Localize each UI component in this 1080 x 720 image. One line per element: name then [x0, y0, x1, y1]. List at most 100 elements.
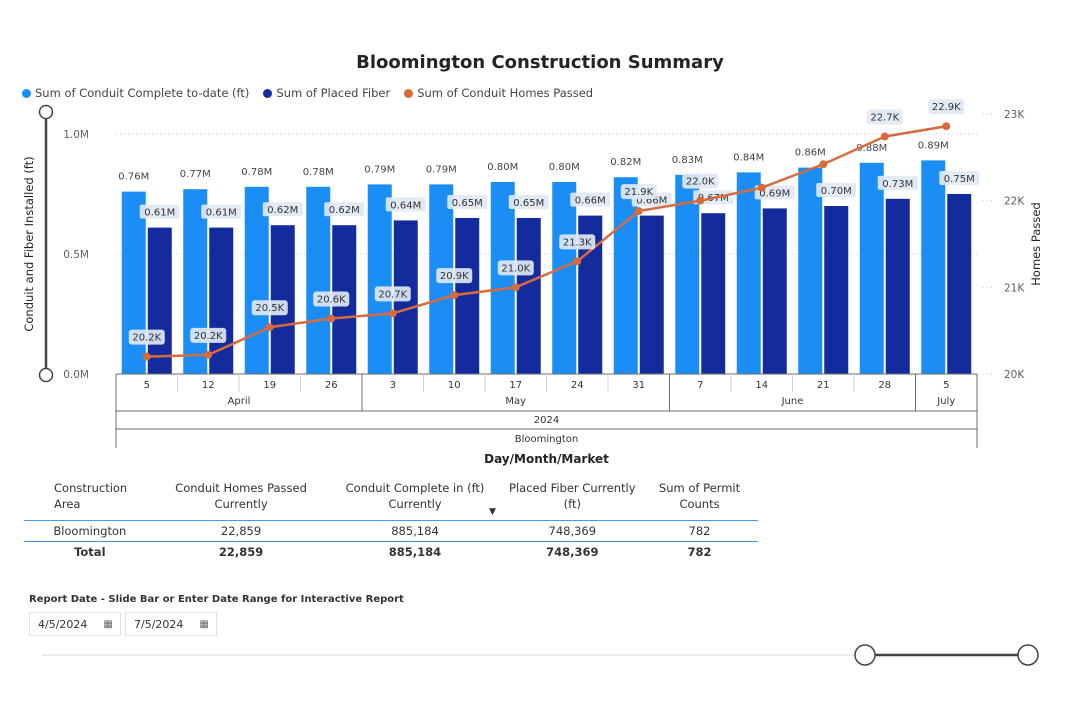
table-row[interactable]: Bloomington 22,859 885,184 748,369 782: [24, 520, 758, 542]
legend-label: Sum of Conduit Complete to-date (ft): [35, 86, 250, 100]
data-label-bg: [508, 195, 549, 209]
chart-title: Bloomington Construction Summary: [356, 52, 724, 73]
bar-fiber: [147, 227, 172, 374]
x-tick-label: 28: [878, 380, 891, 391]
column-header-placed-fiber[interactable]: ▼ Placed Fiber Currently (ft): [489, 474, 642, 521]
column-header-permit-counts[interactable]: Sum of Permit Counts: [658, 481, 741, 511]
bar-conduit: [306, 186, 331, 374]
bar-fiber: [947, 194, 972, 374]
table-cell: 22,859: [218, 545, 264, 559]
data-label-bg: [251, 300, 288, 316]
line-point-homes-passed: [573, 257, 582, 266]
line-point-homes-passed: [142, 352, 151, 361]
month-label: May: [505, 396, 526, 407]
legend-marker-icon: [22, 88, 31, 98]
data-label-bg: [190, 327, 227, 343]
data-label-fiber: 0.70M: [821, 186, 852, 197]
table-cell: Total: [74, 545, 106, 559]
legend-item-conduit[interactable]: Sum of Conduit Complete to-date (ft): [22, 86, 249, 100]
slider-start-handle[interactable]: [854, 644, 876, 666]
start-date-input[interactable]: 4/5/2024 ▦: [29, 612, 121, 636]
column-header-construction-area[interactable]: Construction Area: [54, 481, 128, 511]
data-label-homes-passed: 21.9K: [624, 187, 653, 198]
y2-axis-title: Homes Passed: [1029, 202, 1043, 285]
table-cell: 885,184: [388, 545, 442, 559]
data-label-fiber: 0.62M: [267, 205, 298, 216]
line-point-homes-passed: [880, 132, 889, 141]
bar-fiber: [701, 213, 726, 374]
month-label: July: [936, 396, 955, 407]
data-label-bg: [816, 183, 857, 197]
x-tick-label: 19: [263, 380, 276, 391]
data-label-fiber: 0.64M: [390, 200, 421, 211]
column-header-homes-passed[interactable]: Conduit Homes Passed Currently: [175, 481, 307, 511]
x-tick-label: 5: [144, 380, 150, 391]
x-tick-label: 26: [325, 380, 338, 391]
combo-chart: 0.0M 0.5M 1.0M 20K 21K 22K 23K Conduit and Fibe…: [22, 99, 1043, 466]
summary-table: Construction Area Conduit Homes Passed C…: [24, 474, 758, 562]
bar-fiber: [762, 208, 787, 374]
date-range-slider[interactable]: [0, 640, 1080, 670]
data-label-conduit: 0.79M: [364, 164, 395, 175]
start-date-value: 4/5/2024: [38, 617, 88, 631]
table-cell: 22,859: [155, 520, 327, 542]
month-label: April: [228, 396, 251, 407]
calendar-icon[interactable]: ▦: [199, 618, 209, 630]
line-point-homes-passed: [511, 283, 520, 292]
bar-conduit: [921, 160, 946, 374]
bar-conduit: [121, 191, 146, 374]
y2-tick-label: 22K: [1004, 196, 1025, 208]
data-label-fiber: 0.69M: [759, 188, 790, 199]
data-label-conduit: 0.84M: [733, 152, 764, 163]
slider-end-handle[interactable]: [1017, 644, 1039, 666]
table-cell: 748,369: [546, 545, 599, 559]
data-label-bg: [374, 286, 411, 302]
bar-fiber: [455, 218, 480, 374]
data-label-homes-passed: 20.7K: [378, 289, 407, 300]
x-tick-label: 12: [202, 380, 215, 391]
data-label-bg: [436, 268, 473, 284]
data-label-bg: [928, 99, 965, 115]
data-label-bg: [939, 171, 980, 185]
data-label-fiber: 0.66M: [636, 196, 667, 207]
data-label-fiber: 0.75M: [944, 174, 975, 185]
data-label-bg: [682, 173, 719, 189]
table-cell: Bloomington: [24, 520, 156, 542]
data-label-bg: [324, 202, 365, 217]
data-label-conduit: 0.89M: [918, 140, 949, 151]
line-homes-passed: [146, 124, 947, 358]
line-point-homes-passed: [265, 323, 274, 332]
legend-item-fiber[interactable]: Sum of Placed Fiber: [263, 86, 390, 100]
data-label-fiber: 0.65M: [513, 198, 544, 209]
data-label-conduit: 0.82M: [610, 157, 641, 168]
data-label-conduit: 0.83M: [672, 155, 703, 166]
table-cell: 782: [687, 545, 712, 559]
data-label-bg: [877, 175, 918, 190]
data-label-bg: [262, 202, 303, 217]
data-label-bg: [497, 260, 534, 276]
chart-legend[interactable]: Sum of Conduit Complete to-date (ft) Sum…: [22, 86, 593, 100]
data-label-conduit: 0.78M: [303, 167, 334, 178]
data-label-bg: [139, 204, 180, 219]
bar-conduit: [490, 182, 515, 374]
column-header-conduit-complete[interactable]: Conduit Complete in (ft) Currently: [345, 481, 485, 511]
line-point-homes-passed: [696, 196, 705, 205]
bar-conduit: [183, 189, 208, 374]
bar-fiber: [885, 198, 910, 374]
calendar-icon[interactable]: ▦: [103, 618, 113, 630]
bar-conduit: [552, 182, 577, 374]
date-filter-title: Report Date - Slide Bar or Enter Date Ra…: [29, 594, 404, 605]
data-label-bg: [559, 234, 596, 250]
line-point-homes-passed: [819, 160, 828, 169]
data-label-bg: [570, 192, 611, 207]
legend-item-homes-passed[interactable]: Sum of Conduit Homes Passed: [404, 86, 593, 100]
legend-label: Sum of Placed Fiber: [276, 86, 391, 100]
x-tick-label: 24: [571, 380, 584, 391]
bar-conduit: [367, 184, 392, 374]
end-date-input[interactable]: 7/5/2024 ▦: [125, 612, 217, 636]
data-label-homes-passed: 22.9K: [932, 102, 961, 113]
data-label-bg: [385, 197, 426, 212]
y2-tick-label: 20K: [1004, 369, 1025, 381]
line-point-homes-passed: [388, 309, 397, 318]
x-tick-label: 3: [390, 380, 396, 391]
